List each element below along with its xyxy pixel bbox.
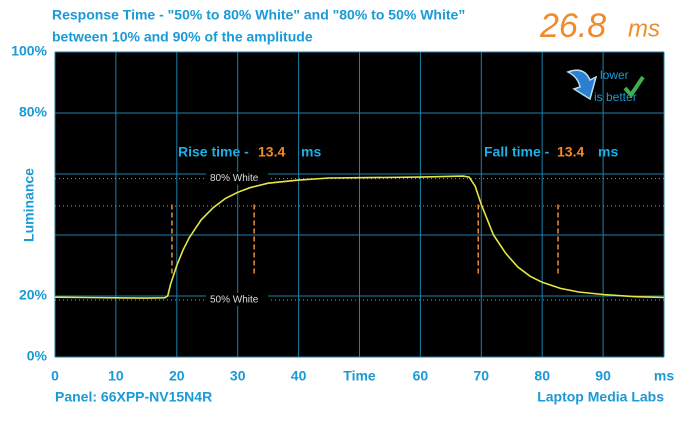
badge-arrow bbox=[566, 69, 598, 101]
reference-label-bg bbox=[206, 292, 268, 306]
x-tick-label: 10 bbox=[108, 368, 124, 384]
badge-text: is better bbox=[594, 90, 637, 104]
x-tick-label: 70 bbox=[474, 368, 490, 384]
badge: lower is better bbox=[566, 68, 645, 104]
data-line bbox=[54, 175, 665, 299]
fall-annotation: Fall time - 13.4 ms bbox=[484, 144, 618, 160]
y-tick-label: 80% bbox=[19, 104, 48, 120]
fall-value: 13.4 bbox=[557, 144, 584, 160]
credit: Laptop Media Labs bbox=[537, 389, 664, 405]
y-tick-label: 100% bbox=[11, 43, 47, 59]
total-value: 26.8 bbox=[539, 7, 606, 45]
rise-annotation: Rise time - 13.4 ms bbox=[178, 144, 321, 160]
y-tick-label: 20% bbox=[19, 287, 48, 303]
rise-value: 13.4 bbox=[258, 144, 285, 160]
x-tick-label: 30 bbox=[230, 368, 246, 384]
chart-title: Response Time - "50% to 80% White" and "… bbox=[52, 7, 465, 23]
fall-unit: ms bbox=[598, 144, 618, 160]
badge-text: lower bbox=[600, 68, 629, 82]
badge-check bbox=[623, 75, 645, 99]
y-tick-label: 0% bbox=[27, 348, 48, 364]
x-tick-label: 60 bbox=[413, 368, 429, 384]
x-tick-label: ms bbox=[654, 368, 674, 384]
x-tick-label: Time bbox=[343, 368, 376, 384]
chart-subtitle: between 10% and 90% of the amplitude bbox=[52, 29, 313, 45]
reference-label: 50% White bbox=[210, 295, 259, 306]
total-unit: ms bbox=[628, 15, 660, 42]
x-tick-label: 40 bbox=[291, 368, 307, 384]
reference-label: 80% White bbox=[210, 173, 259, 184]
reference-label-bg bbox=[206, 171, 268, 185]
x-tick-label: 20 bbox=[169, 368, 185, 384]
x-tick-label: 90 bbox=[595, 368, 611, 384]
y-axis-label: Luminance bbox=[21, 168, 37, 242]
rise-label: Rise time - bbox=[178, 144, 249, 160]
x-tick-label: 80 bbox=[534, 368, 550, 384]
panel: Panel: 66XPP-NV15N4R bbox=[55, 389, 212, 405]
x-tick-label: 0 bbox=[51, 368, 59, 384]
fall-label: Fall time - bbox=[484, 144, 550, 160]
rise-unit: ms bbox=[301, 144, 321, 160]
